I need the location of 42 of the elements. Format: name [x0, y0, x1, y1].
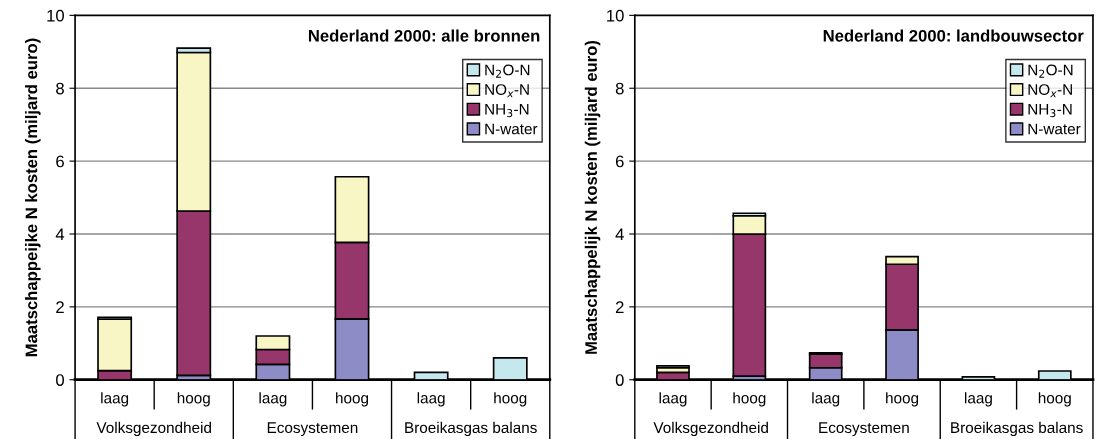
- x-tick-label: laag: [259, 392, 287, 407]
- legend-label: N$_{2}$O-N: [485, 64, 530, 78]
- x-tick-label: laag: [101, 392, 129, 407]
- text: Nederland 2000: landbouwsector: [823, 29, 1084, 42]
- legend-label: N-water: [485, 123, 538, 135]
- text: Volksgezondheid: [653, 421, 768, 437]
- y-tick-label: 4: [55, 228, 65, 241]
- text: Ecosystemen: [267, 422, 358, 437]
- y-tick-label: 8: [615, 82, 624, 95]
- x-tick-label: hoog: [733, 392, 766, 407]
- text: Ecosystemen: [819, 422, 909, 437]
- text: Broeikasgas balans: [405, 421, 537, 437]
- y-tick-label: 2: [615, 301, 624, 313]
- y-tick-label: 6: [56, 155, 64, 168]
- x-tick-label: laag: [659, 392, 687, 407]
- y-axis-title: Maatschappeijke N kosten (miljard euro): [25, 38, 41, 357]
- legend-label: NO$_{x}$-N: [485, 84, 529, 98]
- x-tick-label: hoog: [336, 392, 368, 407]
- text: Volksgezondheid: [96, 421, 211, 437]
- y-tick-label: 10: [607, 9, 624, 22]
- legend-label: N-water: [1028, 123, 1081, 135]
- x-tick-label: hoog: [177, 392, 210, 407]
- text: Broeikasgas balans: [951, 421, 1083, 437]
- x-tick-label: laag: [965, 392, 992, 407]
- y-tick-label: 4: [615, 228, 624, 241]
- y-axis-title: Maatschappelijk N kosten (miljard euro): [584, 40, 601, 354]
- x-tick-label: laag: [812, 392, 840, 407]
- text: Nederland 2000: alle bronnen: [308, 29, 540, 42]
- y-tick-label: 2: [56, 301, 64, 313]
- x-tick-label: laag: [417, 392, 445, 407]
- y-tick-label: 0: [615, 374, 624, 386]
- y-tick-label: 0: [56, 374, 64, 386]
- legend-label: NH$_{3}$-N: [485, 103, 529, 118]
- y-tick-label: 8: [56, 82, 64, 95]
- y-tick-label: 10: [47, 9, 65, 22]
- x-tick-label: hoog: [886, 392, 919, 407]
- legend-label: NH$_{3}$-N: [1028, 103, 1072, 118]
- x-tick-label: hoog: [494, 392, 527, 407]
- x-tick-label: hoog: [1038, 392, 1071, 407]
- legend-label: N$_{2}$O-N: [1028, 64, 1073, 78]
- legend-label: NO$_{x}$-N: [1028, 84, 1072, 98]
- y-tick-label: 6: [615, 155, 624, 168]
